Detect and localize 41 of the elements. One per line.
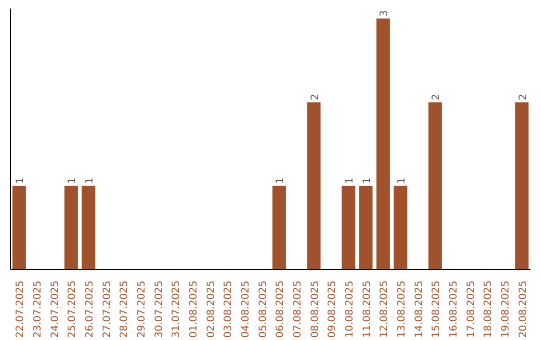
- x-tick-label: 07.08.2025: [292, 280, 304, 338]
- x-tick-label: 11.08.2025: [362, 280, 373, 338]
- data-label: 2: [431, 94, 442, 100]
- x-tick-label: 26.07.2025: [84, 280, 96, 338]
- data-label: 1: [15, 177, 26, 184]
- x-tick-label: 13.08.2025: [396, 280, 408, 338]
- x-tick-label: 06.08.2025: [275, 280, 286, 338]
- data-label: 1: [275, 177, 286, 184]
- x-tick-label: 02.08.2025: [206, 280, 217, 338]
- data-label: 1: [67, 177, 78, 184]
- x-tick-label: 10.08.2025: [344, 280, 356, 338]
- x-tick-label: 09.08.2025: [327, 280, 338, 338]
- x-tick-label: 16.08.2025: [448, 280, 460, 338]
- x-tick-label: 01.08.2025: [188, 280, 200, 338]
- data-label: 2: [310, 94, 321, 100]
- x-tick-label: 23.07.2025: [32, 280, 44, 338]
- data-label: 1: [344, 177, 356, 184]
- x-tick-label: 25.07.2025: [67, 280, 78, 338]
- x-tick-label: 03.08.2025: [223, 280, 234, 338]
- x-tick-label: 04.08.2025: [240, 280, 252, 338]
- x-tick-label: 19.08.2025: [500, 280, 512, 338]
- x-tick-label: 20.08.2025: [518, 280, 529, 338]
- x-tick-label: 14.08.2025: [414, 280, 425, 338]
- x-tick-label: 29.07.2025: [136, 280, 148, 338]
- x-tick-label: 30.07.2025: [154, 280, 165, 338]
- x-tick-label: 27.07.2025: [102, 280, 113, 338]
- x-tick-label: 24.07.2025: [50, 280, 61, 338]
- data-label: 3: [379, 10, 390, 17]
- data-label: 1: [362, 177, 373, 184]
- x-tick-label: 05.08.2025: [258, 280, 269, 338]
- x-tick-label: 22.07.2025: [15, 280, 26, 338]
- x-tick-label: 08.08.2025: [310, 280, 321, 338]
- x-tick-label: 18.08.2025: [483, 280, 494, 338]
- data-label: 2: [518, 94, 529, 100]
- x-tick-label: 15.08.2025: [431, 280, 442, 338]
- x-tick-label: 12.08.2025: [379, 280, 390, 338]
- x-tick-label: 31.07.2025: [171, 280, 182, 338]
- x-tick-label: 17.08.2025: [466, 280, 477, 338]
- x-tick-label: 28.07.2025: [119, 280, 130, 338]
- data-label: 1: [396, 177, 408, 184]
- data-label: 1: [84, 177, 96, 184]
